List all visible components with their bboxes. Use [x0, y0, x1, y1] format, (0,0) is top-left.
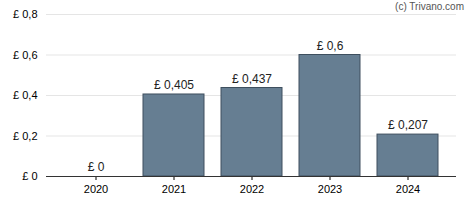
svg-text:£ 0,8: £ 0,8 — [13, 8, 37, 20]
svg-text:£ 0,2: £ 0,2 — [13, 130, 37, 142]
svg-text:£ 0,207: £ 0,207 — [388, 118, 428, 132]
svg-text:£ 0,437: £ 0,437 — [232, 72, 272, 86]
svg-text:2020: 2020 — [84, 183, 108, 195]
svg-text:£ 0,6: £ 0,6 — [13, 49, 37, 61]
svg-text:£ 0: £ 0 — [22, 170, 37, 182]
svg-text:£ 0: £ 0 — [88, 160, 105, 174]
html-text:(c) Trivano.com: (c) Trivano.com — [395, 1, 464, 12]
svg-text:2022: 2022 — [240, 183, 264, 195]
svg-text:2023: 2023 — [318, 183, 342, 195]
svg-text:£ 0,6: £ 0,6 — [317, 39, 344, 53]
svg-text:2021: 2021 — [162, 183, 186, 195]
svg-text:2024: 2024 — [396, 183, 420, 195]
svg-text:£ 0,405: £ 0,405 — [154, 78, 194, 92]
svg-text:£ 0,4: £ 0,4 — [13, 89, 37, 101]
